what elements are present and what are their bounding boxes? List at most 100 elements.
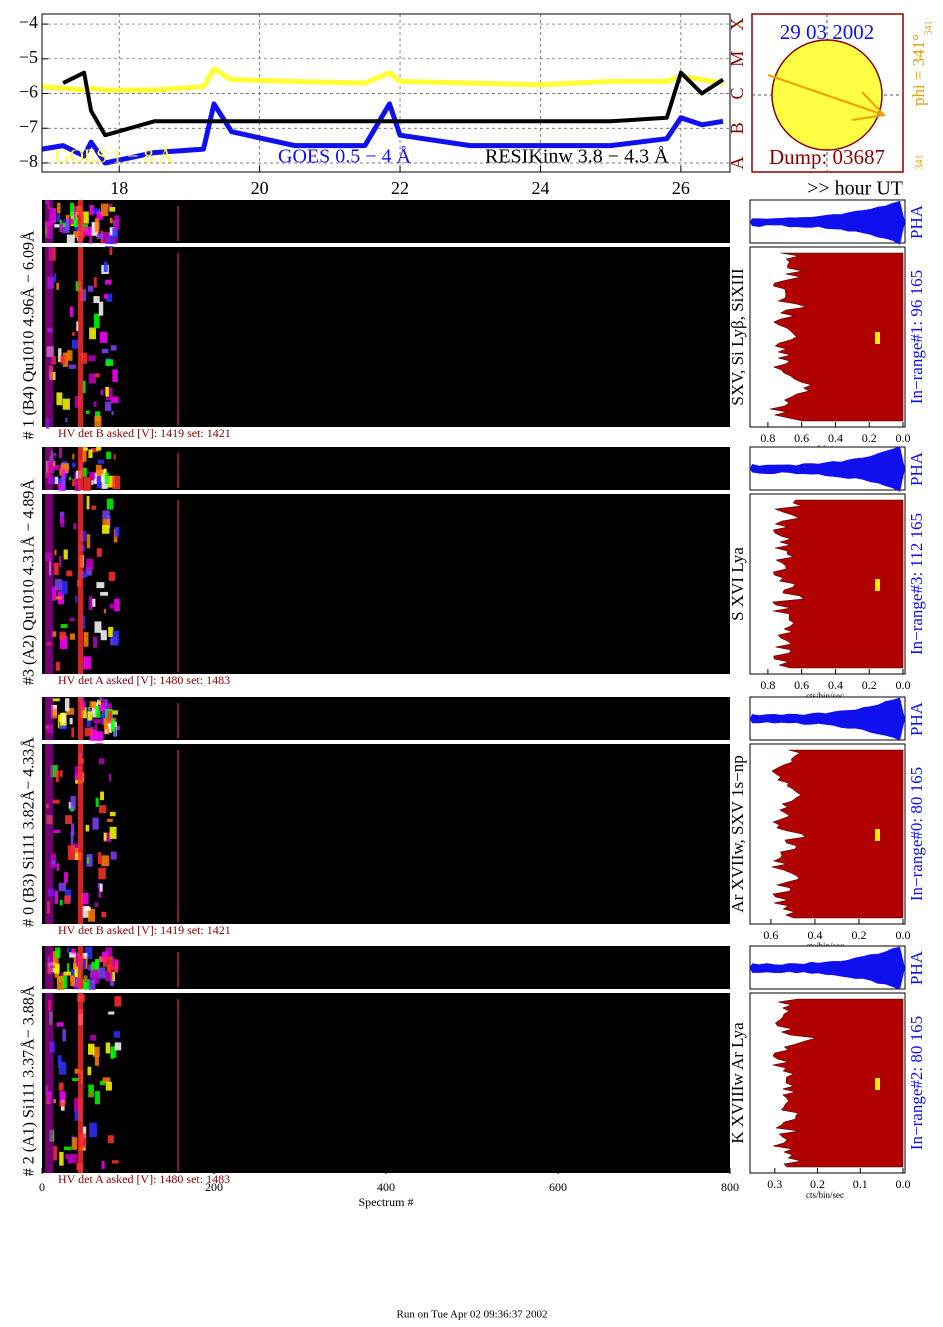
image-texture <box>89 327 96 340</box>
image-texture <box>69 633 75 640</box>
image-texture <box>96 447 102 451</box>
image-texture <box>68 476 71 481</box>
series-line <box>41 66 724 93</box>
image-texture <box>108 626 114 637</box>
image-texture <box>97 852 102 865</box>
hv-label: HV det A asked [V]: 1480 set: 1483 <box>58 1172 230 1186</box>
image-texture <box>74 479 81 493</box>
hist-tick-label: 0.2 <box>810 1177 825 1191</box>
lines-label: Ar XVIIw, SXV 1s−np <box>728 755 747 912</box>
plot-frame <box>41 13 731 173</box>
detector-label: # 2 (A1) Si111 3.37Å− 3.88Å <box>20 985 38 1176</box>
image-texture <box>70 796 76 810</box>
image-texture <box>88 449 93 459</box>
image-texture <box>71 727 75 738</box>
image-texture <box>107 964 111 973</box>
image-texture <box>100 591 108 596</box>
image-texture <box>62 712 65 724</box>
image-texture <box>76 321 79 332</box>
image-texture <box>114 526 120 537</box>
detector-label: #3 (A2) Qu1010 4.31Å − 4.89Å <box>20 479 38 685</box>
y-tick-label: −8 <box>19 151 38 171</box>
spectrum-image <box>42 247 730 427</box>
image-band <box>45 697 53 740</box>
image-texture <box>105 359 114 366</box>
image-texture <box>89 979 96 992</box>
hv-label: HV det B asked [V]: 1419 set: 1421 <box>58 923 231 937</box>
image-texture <box>72 977 80 988</box>
image-texture <box>99 697 103 702</box>
image-texture <box>82 905 90 918</box>
image-texture <box>98 758 105 765</box>
image-texture <box>72 462 76 468</box>
image-texture <box>109 217 113 224</box>
image-band <box>45 494 53 674</box>
image-texture <box>80 289 87 302</box>
image-texture <box>99 331 108 343</box>
image-texture <box>94 313 100 329</box>
hist-tick-label: 0.4 <box>828 678 843 692</box>
image-texture <box>63 549 68 560</box>
image-texture <box>88 1084 94 1098</box>
image-texture <box>114 996 122 1007</box>
spectrum-image <box>42 993 730 1173</box>
image-texture <box>53 273 57 283</box>
image-texture <box>98 301 104 316</box>
hist-profile <box>770 252 904 422</box>
sun-phi-sub: 341 <box>923 21 934 36</box>
image-texture <box>107 1135 114 1144</box>
image-texture <box>69 306 74 317</box>
image-texture <box>73 523 77 530</box>
hist-tick-label: 0.0 <box>896 928 911 942</box>
image-texture <box>87 711 93 721</box>
image-texture <box>82 615 86 630</box>
hist-tick-label: 0.6 <box>794 678 809 692</box>
in-range-label: In−range#0: 80 165 <box>907 767 926 901</box>
image-texture <box>93 296 100 303</box>
hist-tick-label: 0.8 <box>760 431 775 445</box>
image-texture <box>57 1055 62 1068</box>
image-texture <box>66 963 70 974</box>
x-tick-label: 800 <box>721 1180 739 1194</box>
pha-strip <box>42 200 730 243</box>
image-texture <box>108 773 111 782</box>
image-texture <box>53 1099 56 1104</box>
image-texture <box>83 477 91 492</box>
pha-label: PHA <box>907 950 926 985</box>
image-texture <box>52 799 60 804</box>
image-texture <box>95 797 99 807</box>
image-texture <box>59 770 63 777</box>
x-tick-label: 600 <box>549 1180 567 1194</box>
image-texture <box>100 469 107 483</box>
image-texture <box>54 829 61 833</box>
image-texture <box>70 975 75 986</box>
image-texture <box>93 636 97 648</box>
image-texture <box>103 832 112 842</box>
image-texture <box>61 972 64 976</box>
image-texture <box>73 217 79 228</box>
image-texture <box>94 218 100 233</box>
image-texture <box>55 465 62 470</box>
image-texture <box>56 202 61 214</box>
image-texture <box>105 279 112 285</box>
x-tick-label: 26 <box>672 178 690 198</box>
image-texture <box>98 883 101 898</box>
image-texture <box>66 570 73 577</box>
legend-entry: GOES 1 − 8 Å <box>55 146 174 168</box>
hist-profile <box>772 998 904 1168</box>
image-texture <box>88 373 97 384</box>
hist-tick-label: 0.8 <box>760 678 775 692</box>
image-texture <box>114 726 120 731</box>
image-texture <box>68 845 76 860</box>
x-tick-label: 200 <box>205 1180 223 1194</box>
image-texture <box>105 947 113 960</box>
image-texture <box>106 451 111 459</box>
image-texture <box>52 698 60 702</box>
image-texture <box>87 857 90 864</box>
image-texture <box>69 952 77 958</box>
image-texture <box>87 1066 92 1076</box>
image-texture <box>61 223 67 228</box>
image-texture <box>101 912 107 918</box>
legend-entry: RESIKinw 3.8 − 4.3 Å <box>485 146 669 168</box>
